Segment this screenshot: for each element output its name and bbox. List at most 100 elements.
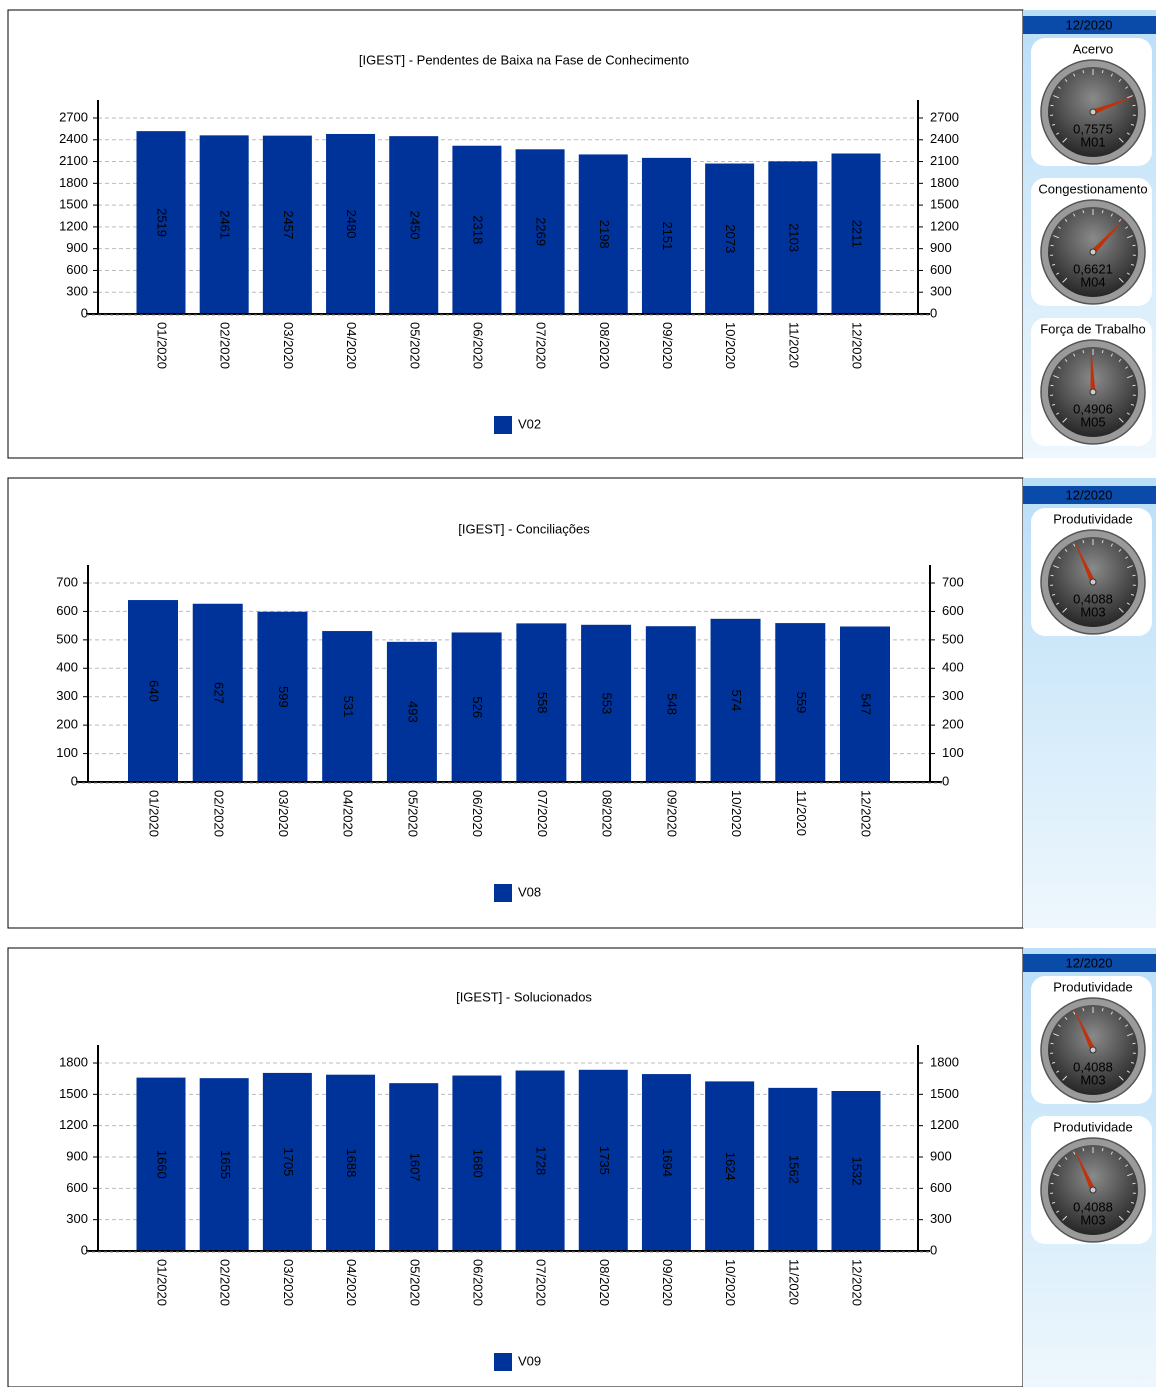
- y2-tick-label: 600: [930, 262, 952, 277]
- gauge-scale-tick: [1126, 272, 1130, 275]
- sidebar-header: [1023, 16, 1156, 34]
- bar: [452, 1075, 502, 1251]
- gauge-scale-tick: [1125, 556, 1129, 559]
- x-tick-label: 04/2020: [341, 790, 356, 837]
- y-tick-label: 200: [56, 717, 78, 732]
- bar-value-label: 1607: [407, 1153, 422, 1182]
- gauge-value: 0,4906: [1073, 401, 1113, 416]
- y-tick-label: 0: [81, 1242, 88, 1257]
- y2-tick-label: 300: [930, 1211, 952, 1226]
- gauge-scale-tick: [1053, 375, 1060, 379]
- bar: [452, 145, 502, 314]
- gauge-scale-tick: [1073, 73, 1076, 77]
- sidebar-header: [1023, 486, 1156, 504]
- y2-tick-label: 300: [930, 284, 952, 299]
- gauge-needle: [1073, 1008, 1096, 1052]
- bar: [326, 1074, 376, 1251]
- y2-tick-label: 400: [942, 660, 964, 675]
- y2-tick-label: 600: [942, 603, 964, 618]
- y-tick-label: 2700: [59, 109, 88, 124]
- gauge-title: Força de Trabalho: [1040, 321, 1146, 336]
- x-tick-label: 02/2020: [218, 322, 233, 369]
- y2-tick-label: 1200: [930, 1117, 959, 1132]
- bar: [768, 161, 818, 314]
- y-tick-label: 900: [66, 240, 88, 255]
- gauge-scale-tick: [1126, 375, 1133, 379]
- y-tick-label: 0: [81, 305, 88, 320]
- x-tick-label: 05/2020: [407, 1259, 422, 1306]
- gauge-scale-tick: [1062, 1215, 1068, 1221]
- x-tick-label: 08/2020: [597, 322, 612, 369]
- y-tick-label: 2100: [59, 153, 88, 168]
- y2-tick-label: 0: [930, 305, 937, 320]
- bar: [386, 641, 437, 782]
- bar-value-label: 2457: [281, 210, 296, 239]
- gauge-scale-tick: [1125, 1164, 1129, 1167]
- gauge-scale-tick: [1056, 132, 1060, 135]
- bar-value-label: 1735: [597, 1146, 612, 1175]
- y2-tick-label: 900: [930, 1148, 952, 1163]
- gauge-code: M03: [1080, 604, 1105, 619]
- gauge-scale-tick: [1053, 95, 1060, 99]
- gauge-needle: [1073, 540, 1096, 584]
- x-tick-label: 05/2020: [405, 790, 420, 837]
- gauge-title: Congestionamento: [1038, 181, 1147, 196]
- gauge-scale-tick: [1118, 607, 1124, 613]
- gauge-scale-tick: [1126, 1210, 1130, 1213]
- chart-title: [IGEST] - Pendentes de Baixa na Fase de …: [359, 52, 689, 67]
- bar: [641, 157, 691, 314]
- gauge-scale-tick: [1126, 412, 1130, 415]
- gauge-scale-tick: [1101, 350, 1104, 354]
- y2-tick-label: 500: [942, 631, 964, 646]
- x-tick-label: 07/2020: [534, 1259, 549, 1306]
- gauge-scale-tick: [1126, 1173, 1133, 1177]
- bar: [389, 1083, 439, 1251]
- gauge-value: 0,6621: [1073, 261, 1113, 276]
- y-tick-label: 300: [56, 688, 78, 703]
- gauge-scale-tick: [1118, 277, 1124, 283]
- gauge-scale-tick: [1062, 417, 1068, 423]
- y-tick-label: 100: [56, 745, 78, 760]
- gauge-scale-tick: [1118, 1215, 1124, 1221]
- gauge-scale-tick: [1126, 132, 1130, 135]
- gauge-hub: [1089, 578, 1097, 586]
- x-tick-label: 11/2020: [794, 790, 809, 836]
- bar: [705, 163, 755, 314]
- bar: [578, 154, 628, 314]
- gauge-scale-tick: [1056, 412, 1060, 415]
- bar: [645, 626, 696, 782]
- gauge-scale-tick: [1101, 540, 1104, 544]
- gauge-scale-tick: [1056, 1070, 1060, 1073]
- gauge-scale-tick: [1082, 70, 1085, 74]
- bar-value-label: 640: [147, 680, 162, 702]
- bar-value-label: 1688: [344, 1148, 359, 1177]
- y-tick-label: 1800: [59, 1054, 88, 1069]
- y-tick-label: 300: [66, 1211, 88, 1226]
- gauge-scale-tick: [1082, 1008, 1085, 1012]
- y-tick-label: 600: [66, 262, 88, 277]
- gauge-scale-tick: [1062, 607, 1068, 613]
- y2-tick-label: 1200: [930, 218, 959, 233]
- gauge-scale-tick: [1118, 137, 1124, 143]
- bar-value-label: 558: [535, 692, 550, 714]
- x-tick-label: 10/2020: [723, 1259, 738, 1306]
- x-tick-label: 06/2020: [470, 1259, 485, 1306]
- gauge-scale-tick: [1056, 1210, 1060, 1213]
- y-tick-label: 900: [66, 1148, 88, 1163]
- bar-value-label: 559: [794, 692, 809, 714]
- y-tick-label: 2400: [59, 131, 88, 146]
- sidebar-date: 12/2020: [1066, 17, 1113, 32]
- gauge-scale-tick: [1082, 540, 1085, 544]
- bar-value-label: 599: [276, 686, 291, 708]
- gauge-scale-tick: [1073, 1011, 1076, 1015]
- bar: [257, 611, 308, 782]
- gauge-scale-tick: [1064, 78, 1068, 82]
- legend-swatch: [494, 1353, 512, 1371]
- y2-tick-label: 600: [930, 1180, 952, 1195]
- gauge-scale-tick: [1126, 235, 1133, 239]
- chart-title: [IGEST] - Solucionados: [456, 989, 592, 1004]
- x-tick-label: 10/2020: [729, 790, 744, 837]
- gauge-scale-tick: [1051, 593, 1056, 596]
- y-tick-label: 700: [56, 574, 78, 589]
